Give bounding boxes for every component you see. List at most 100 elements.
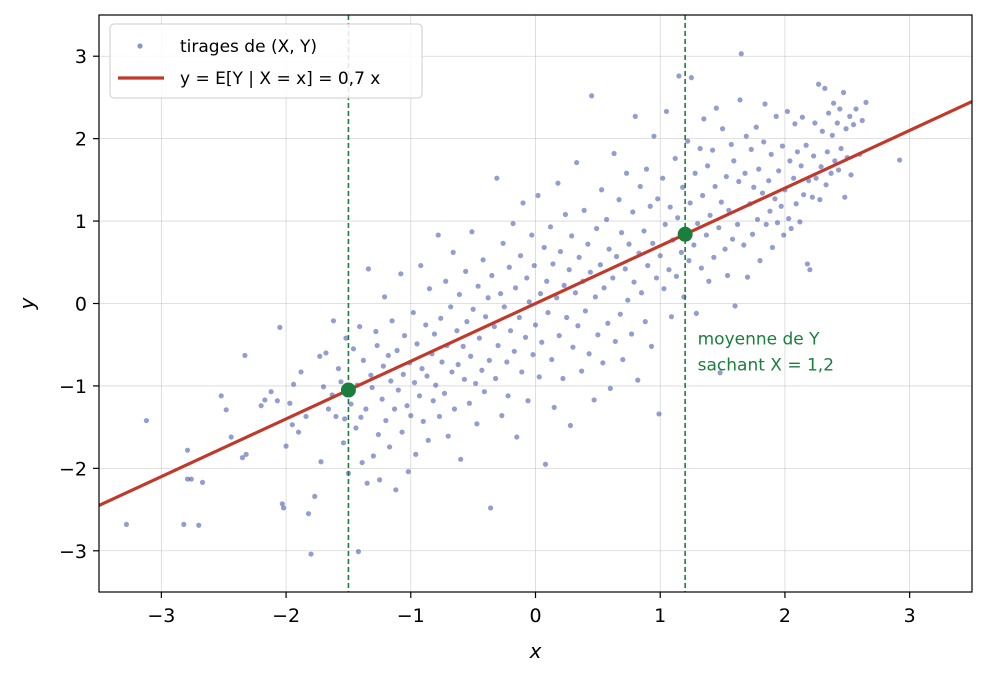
scatter-point (657, 253, 663, 259)
scatter-point (532, 322, 539, 328)
scatter-point (724, 272, 731, 279)
scatter-point (712, 183, 718, 190)
scatter-point (408, 413, 414, 419)
scatter-point (793, 201, 799, 207)
scatter-point (743, 133, 749, 139)
scatter-point (443, 278, 449, 284)
scatter-point (507, 328, 514, 334)
scatter-point (700, 192, 706, 199)
scatter-point (818, 164, 824, 170)
scatter-point (618, 230, 625, 236)
scatter-point (123, 521, 130, 528)
scatter-point (757, 258, 763, 264)
scatter-point (692, 170, 698, 176)
scatter-point (813, 175, 819, 181)
scatter-point (317, 353, 323, 359)
scatter-point (597, 262, 603, 268)
x-tick-label: 0 (529, 605, 541, 627)
scatter-point (536, 374, 542, 380)
scatter-point (557, 248, 564, 255)
regression-line (98, 100, 973, 507)
scatter-point (485, 295, 491, 301)
scatter-point (606, 246, 612, 252)
scatter-point (466, 400, 473, 406)
scatter-point (514, 434, 520, 440)
scatter-point (560, 375, 566, 382)
scatter-point (435, 232, 441, 238)
scatter-point (663, 108, 670, 115)
scatter-point (787, 158, 793, 164)
scatter-point (792, 121, 798, 127)
scatter-point (812, 120, 818, 126)
scatter-point (801, 192, 807, 198)
scatter-point (391, 406, 398, 412)
scatter-point (420, 418, 426, 424)
scatter-point (184, 476, 191, 482)
scatter-point (675, 215, 681, 221)
scatter-point (430, 398, 436, 404)
scatter-point (468, 353, 474, 359)
scatter-point (840, 89, 847, 96)
scatter-point (454, 328, 460, 334)
scatter-point (486, 357, 492, 363)
scatter-point (701, 116, 707, 122)
scatter-point (711, 254, 717, 260)
scatter-point (488, 505, 494, 511)
scatter-point (656, 411, 662, 417)
scatter-point (525, 398, 531, 404)
scatter-point (567, 422, 574, 429)
x-axis-title: x (529, 639, 542, 663)
scatter-point (749, 231, 756, 237)
scatter-point (653, 275, 660, 281)
scatter-point (359, 459, 365, 466)
scatter-point (832, 158, 838, 164)
scatter-point (506, 264, 512, 270)
scatter-point (707, 212, 713, 218)
scatter-point (353, 425, 359, 431)
scatter-point (318, 459, 324, 465)
scatter-point (394, 347, 400, 354)
scatter-point (431, 331, 438, 337)
scatter-point (338, 379, 344, 385)
scatter-point (751, 184, 757, 190)
scatter-point (850, 122, 857, 128)
scatter-point (551, 404, 557, 410)
scatter-point (626, 241, 632, 247)
scatter-point (705, 163, 711, 169)
scatter-point (617, 311, 623, 317)
scatter-point (550, 261, 556, 267)
scatter-point (566, 267, 572, 273)
scatter-point (582, 308, 588, 314)
scatter-point (842, 194, 848, 200)
scatter-point (380, 363, 386, 369)
scatter-point (279, 501, 285, 507)
scatter-point (673, 273, 680, 279)
scatter-point (667, 204, 673, 210)
scatter-point (439, 359, 445, 365)
scatter-point (759, 190, 766, 196)
scatter-point (481, 389, 487, 395)
scatter-point (441, 390, 448, 396)
y-tick-label: 1 (75, 211, 87, 233)
scatter-point (642, 319, 648, 325)
scatter-point (520, 200, 526, 206)
scatter-point (556, 333, 562, 339)
scatter-point (853, 106, 859, 112)
scatter-point (395, 387, 401, 393)
scatter-point (450, 249, 456, 255)
scatter-point (786, 215, 792, 222)
scatter-point (676, 73, 682, 79)
scatter-point (734, 221, 741, 227)
scatter-point (819, 128, 825, 134)
scatter-point (650, 240, 656, 246)
scatter-point (143, 417, 149, 424)
scatter-point (342, 416, 348, 422)
conditional-mean-point (677, 226, 693, 242)
scatter-point (542, 461, 549, 467)
scatter-point (631, 279, 637, 285)
scatter-point (728, 141, 734, 148)
scatter-point (762, 101, 768, 107)
scatter-point (718, 199, 724, 205)
scatter-point (600, 360, 606, 366)
scatter-point (592, 294, 598, 300)
